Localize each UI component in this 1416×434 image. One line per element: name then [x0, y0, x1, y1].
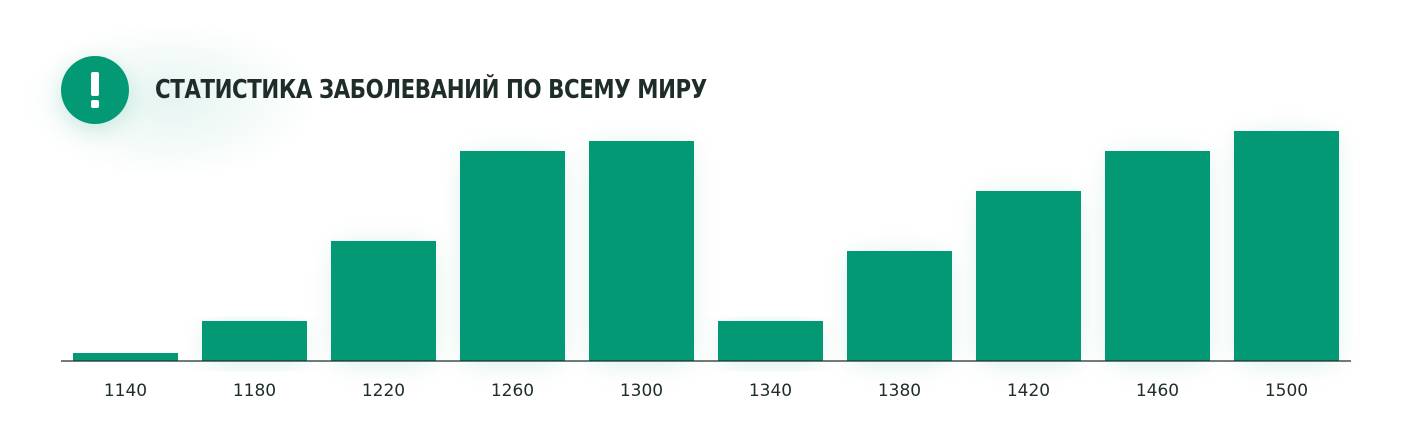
x-tick-label: 1140: [104, 381, 147, 401]
x-tick-label: 1420: [1007, 381, 1050, 401]
x-tick-label: 1500: [1265, 381, 1308, 401]
bar-1260: [460, 151, 565, 361]
x-tick-label: 1340: [749, 381, 792, 401]
chart-title: Статистика заболеваний по всему миру: [155, 75, 707, 105]
bar-1180: [202, 321, 307, 361]
x-tick-label: 1260: [491, 381, 534, 401]
exclamation-icon: [61, 56, 129, 124]
bar-1420: [976, 191, 1081, 361]
x-tick-label: 1220: [362, 381, 405, 401]
bar-1460: [1105, 151, 1210, 361]
x-tick-label: 1180: [233, 381, 276, 401]
bar-1300: [589, 141, 694, 361]
x-tick-label: 1300: [620, 381, 663, 401]
bar-1500: [1234, 131, 1339, 361]
x-tick-label: 1460: [1136, 381, 1179, 401]
bar-1220: [331, 241, 436, 361]
bar-1140: [73, 353, 178, 361]
x-tick-label: 1380: [878, 381, 921, 401]
bar-1340: [718, 321, 823, 361]
bar-1380: [847, 251, 952, 361]
chart-header: Статистика заболеваний по всему миру: [61, 55, 828, 125]
